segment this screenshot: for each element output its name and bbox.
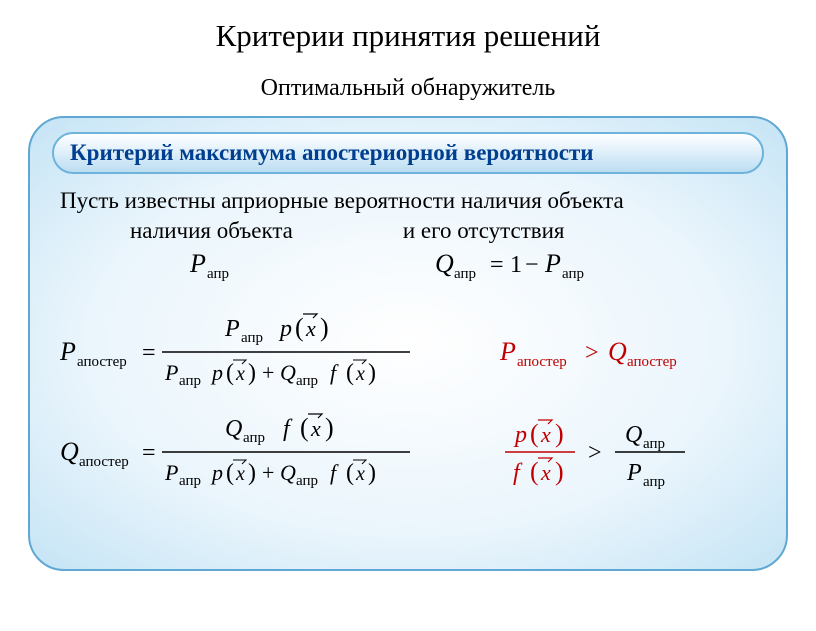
svg-text:p: p xyxy=(278,316,292,342)
svg-text:x: x xyxy=(305,316,316,341)
svg-text:Q: Q xyxy=(608,337,627,366)
svg-text:): ) xyxy=(248,360,256,386)
svg-text:f: f xyxy=(330,360,339,385)
svg-text:апр: апр xyxy=(179,473,201,489)
svg-text:x: x xyxy=(310,416,321,441)
svg-text:апостер: апостер xyxy=(77,354,127,370)
svg-text:P: P xyxy=(189,249,206,278)
svg-text:x: x xyxy=(235,363,245,385)
svg-text:(: ( xyxy=(295,313,304,342)
svg-text:P: P xyxy=(164,460,178,485)
likelihood-ratio-rule: p ( x ) f ( x ) > Q апр P апр xyxy=(505,419,685,490)
prior-labels-row: наличия объекта и его отсутствия xyxy=(30,218,786,244)
svg-text:Q: Q xyxy=(60,437,79,466)
svg-text:P: P xyxy=(164,360,178,385)
svg-text:апр: апр xyxy=(562,266,584,282)
svg-text:P: P xyxy=(544,249,561,278)
svg-text:апр: апр xyxy=(643,436,665,452)
svg-text:x: x xyxy=(355,463,365,485)
svg-text:1: 1 xyxy=(510,252,522,278)
svg-text:(: ( xyxy=(346,360,354,386)
svg-text:x: x xyxy=(540,422,551,447)
svg-text:f: f xyxy=(330,460,339,485)
subtitle: Оптимальный обнаружитель xyxy=(0,75,816,102)
svg-text:): ) xyxy=(555,457,564,486)
criterion-heading: Критерий максимума апостериорной вероятн… xyxy=(52,132,764,174)
presence-label: наличия объекта xyxy=(130,218,293,244)
svg-text:Q: Q xyxy=(280,360,296,385)
svg-text:): ) xyxy=(368,460,376,486)
q-aposter-equation: Q апостер = Q апр f ( x ) P апр p ( x xyxy=(60,413,410,489)
svg-text:): ) xyxy=(320,313,329,342)
svg-text:(: ( xyxy=(530,457,539,486)
svg-text:апр: апр xyxy=(643,474,665,490)
svg-text:апр: апр xyxy=(243,430,265,446)
svg-text:+: + xyxy=(262,360,274,385)
svg-text:апостер: апостер xyxy=(517,354,567,370)
formulas-svg: P апр Q апр = 1 − P апр P апостер = P ап… xyxy=(30,244,790,554)
svg-text:x: x xyxy=(540,460,551,485)
svg-text:p: p xyxy=(210,460,223,485)
intro-text: Пусть известны априорные вероятности нал… xyxy=(60,188,786,214)
svg-text:апостер: апостер xyxy=(627,354,677,370)
svg-text:P: P xyxy=(224,316,240,342)
content-panel: Критерий максимума апостериорной вероятн… xyxy=(28,116,788,571)
svg-text:=: = xyxy=(142,340,156,366)
page-title: Критерии принятия решений xyxy=(0,18,816,54)
q-apr-equation: Q апр = 1 − P апр xyxy=(435,249,584,282)
svg-text:апр: апр xyxy=(241,330,263,346)
svg-text:апр: апр xyxy=(179,373,201,389)
absence-label: и его отсутствия xyxy=(403,218,565,244)
svg-text:апр: апр xyxy=(296,473,318,489)
svg-text:Q: Q xyxy=(625,422,642,448)
svg-text:>: > xyxy=(585,340,599,366)
svg-text:P: P xyxy=(499,337,516,366)
svg-text:Q: Q xyxy=(435,249,454,278)
svg-text:+: + xyxy=(262,460,274,485)
svg-text:(: ( xyxy=(226,360,234,386)
svg-text:): ) xyxy=(325,413,334,442)
svg-text:(: ( xyxy=(530,419,539,448)
svg-text:=: = xyxy=(142,440,156,466)
svg-text:апостер: апостер xyxy=(79,454,129,470)
svg-text:): ) xyxy=(248,460,256,486)
svg-text:апр: апр xyxy=(296,373,318,389)
svg-text:(: ( xyxy=(226,460,234,486)
svg-text:апр: апр xyxy=(454,266,476,282)
p-apr-symbol: P апр xyxy=(189,249,229,282)
svg-text:): ) xyxy=(555,419,564,448)
svg-text:P: P xyxy=(626,460,642,486)
svg-text:x: x xyxy=(235,463,245,485)
svg-text:Q: Q xyxy=(225,416,242,442)
formula-area: P апр Q апр = 1 − P апр P апостер = P ап… xyxy=(30,244,786,544)
svg-text:(: ( xyxy=(300,413,309,442)
svg-text:x: x xyxy=(355,363,365,385)
svg-text:−: − xyxy=(525,252,539,278)
svg-text:Q: Q xyxy=(280,460,296,485)
svg-text:P: P xyxy=(59,337,76,366)
p-aposter-equation: P апостер = P апр p ( x ) P апр p ( x xyxy=(59,313,410,389)
svg-text:f: f xyxy=(513,460,523,486)
svg-text:p: p xyxy=(210,360,223,385)
svg-text:): ) xyxy=(368,360,376,386)
decision-rule-inequality: P апостер > Q апостер xyxy=(499,337,677,370)
svg-text:=: = xyxy=(490,252,504,278)
svg-text:апр: апр xyxy=(207,266,229,282)
svg-text:>: > xyxy=(588,440,602,466)
svg-text:(: ( xyxy=(346,460,354,486)
svg-text:f: f xyxy=(283,416,293,442)
svg-text:p: p xyxy=(513,422,527,448)
